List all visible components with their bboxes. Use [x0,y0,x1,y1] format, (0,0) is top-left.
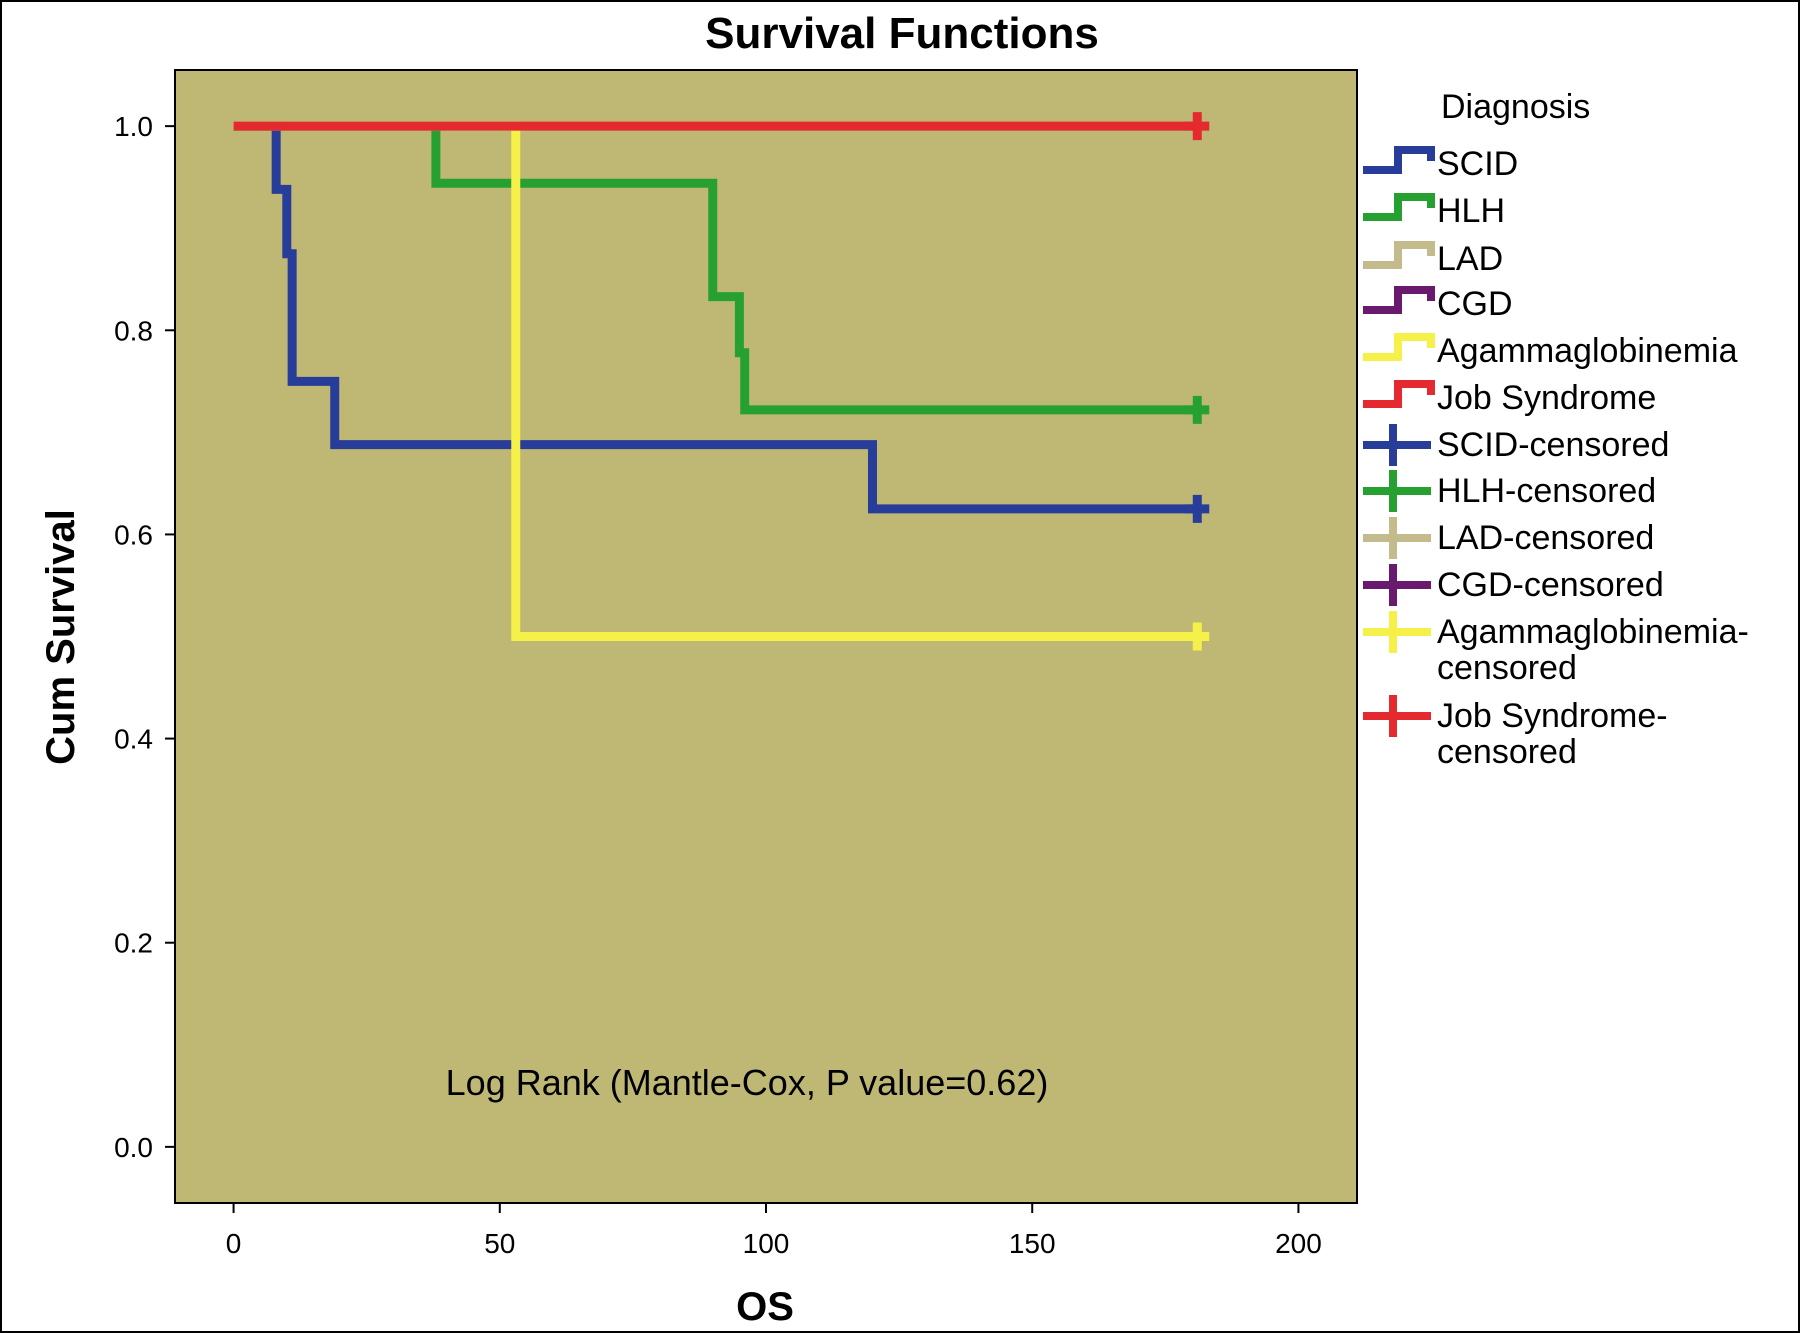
legend-label: HLH [1437,192,1505,230]
survival-curve-scid [233,121,1198,514]
legend-label: LAD [1437,240,1503,278]
legend-label: CGD-censored [1437,566,1664,604]
legend-label: censored [1437,649,1577,687]
y-tick-label: 0.2 [114,928,153,959]
x-axis-title: OS [736,1285,794,1329]
log-rank-annotation: Log Rank (Mantle-Cox, P value=0.62) [446,1062,1049,1103]
y-tick-label: 1.0 [114,111,153,142]
legend-step-swatch [1363,146,1435,174]
legend-label: HLH-censored [1437,472,1656,510]
legend-item: HLH [1363,192,1505,230]
legend-step-swatch [1363,380,1435,408]
legend-label: CGD [1437,285,1513,323]
legend-label: SCID [1437,145,1518,183]
legend-item: Agammaglobinemia-censored [1363,611,1749,687]
legend-item: Job Syndrome-censored [1363,695,1668,771]
legend-title: Diagnosis [1441,88,1590,126]
legend-item: LAD [1363,240,1503,278]
legend-label: LAD-censored [1437,519,1654,557]
legend-item: Agammaglobinemia [1363,332,1738,370]
y-tick-label: 0.0 [114,1132,153,1163]
legend-step-swatch [1363,286,1435,314]
legend-item: SCID [1363,145,1518,183]
legend-item: HLH-censored [1363,470,1656,512]
legend-label: censored [1437,733,1577,771]
legend-label: Job Syndrome [1437,379,1656,417]
y-tick-label: 0.4 [114,724,153,755]
legend-step-swatch [1363,241,1435,269]
legend-label: SCID-censored [1437,426,1669,464]
censor-mark-job-syndrome [1185,112,1210,141]
legend-label: Job Syndrome- [1437,697,1668,735]
plot-area [174,69,1358,1204]
legend-item: Job Syndrome [1363,379,1656,417]
censor-mark-hlh [1185,395,1210,424]
x-tick-label: 100 [743,1228,790,1259]
x-tick-label: 200 [1275,1228,1322,1259]
x-tick-label: 50 [484,1228,515,1259]
censor-mark-scid [1185,494,1210,523]
legend-item: CGD [1363,285,1513,323]
legend-label: Agammaglobinemia [1437,332,1738,370]
legend-label: Agammaglobinemia- [1437,613,1749,651]
axes: 0 50 100 150 200 0.0 0.2 0.4 0.6 0.8 1.0 [114,111,1322,1259]
y-tick-label: 0.6 [114,519,153,550]
legend-step-swatch [1363,333,1435,361]
y-axis-title: Cum Survival [39,509,83,765]
legend-step-swatch [1363,193,1435,221]
legend-item: CGD-censored [1363,564,1664,606]
x-tick-label: 150 [1009,1228,1056,1259]
legend: Diagnosis SCID HLH LAD CGD Agammaglobinemia J… [1363,88,1749,771]
chart-title: Survival Functions [705,9,1099,58]
censor-mark-agammaglobinemia [1185,622,1210,651]
y-tick-label: 0.8 [114,315,153,346]
survival-curve-hlh [233,121,1198,415]
x-tick-label: 0 [226,1228,242,1259]
legend-item: LAD-censored [1363,517,1654,559]
legend-item: SCID-censored [1363,424,1669,466]
